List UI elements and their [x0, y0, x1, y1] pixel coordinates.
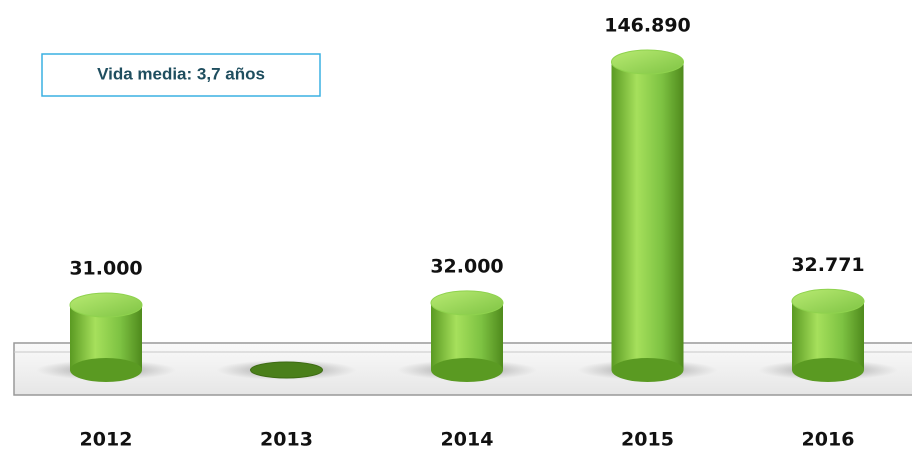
x-tick-label: 2015 — [621, 429, 674, 451]
bar-bottom — [70, 358, 142, 382]
x-tick-label: 2014 — [441, 429, 494, 451]
x-tick-label: 2016 — [802, 429, 855, 451]
bar-bottom — [611, 358, 684, 382]
data-label: 32.771 — [791, 254, 864, 276]
bar-bottom — [431, 358, 503, 382]
annotation: Vida media: 3,7 años — [97, 64, 265, 83]
bar-top — [430, 290, 504, 316]
x-tick-label: 2013 — [260, 429, 313, 451]
bar — [250, 361, 323, 379]
bar — [611, 62, 684, 370]
bar-top — [69, 292, 143, 318]
bar-bottom — [792, 358, 864, 382]
data-label: 32.000 — [430, 255, 503, 277]
annotation-box — [41, 53, 321, 97]
x-tick-label: 2012 — [80, 429, 133, 451]
data-label: 31.000 — [69, 257, 142, 279]
bar-top — [611, 49, 684, 75]
bar-top — [791, 288, 865, 314]
data-label: 146.890 — [604, 15, 691, 37]
